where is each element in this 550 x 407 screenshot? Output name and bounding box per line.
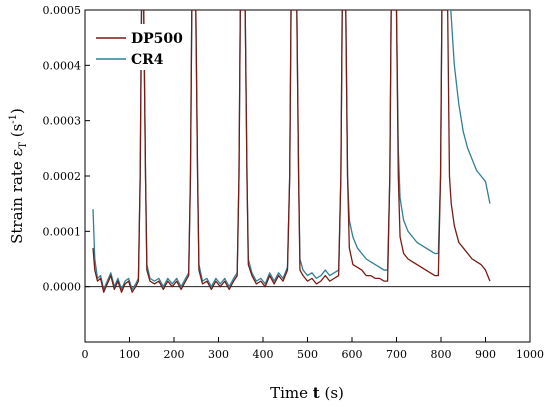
x-tick-label: 100 (119, 348, 140, 361)
x-tick-label: 300 (208, 348, 229, 361)
y-tick-label: 0.0002 (43, 170, 82, 183)
legend-label-dp500: DP500 (131, 31, 183, 47)
y-axis-ticks: 0.0000 0.0001 0.0002 0.0003 0.0004 0.0005 (43, 4, 90, 294)
series-line-dp500 (92, 10, 491, 293)
y-tick-label: 0.0005 (43, 4, 82, 17)
x-axis-ticks: 0 100 200 300 400 500 600 700 800 900 1000 (82, 337, 544, 361)
x-tick-label: 200 (164, 348, 185, 361)
x-tick-label: 600 (342, 348, 363, 361)
y-tick-label: 0.0004 (43, 59, 82, 72)
x-tick-label: 800 (431, 348, 452, 361)
x-axis-title: Time t (s) (270, 384, 344, 402)
legend: DP500 CR4 (92, 24, 188, 70)
legend-background (92, 24, 188, 70)
x-tick-label: 0 (82, 348, 89, 361)
legend-label-cr4: CR4 (131, 52, 164, 68)
series-layer (92, 10, 491, 293)
y-axis-title: Strain rate εT (s-1) (8, 108, 29, 244)
x-tick-label: 900 (475, 348, 496, 361)
y-tick-label: 0.0001 (43, 225, 82, 238)
x-tick-label: 700 (386, 348, 407, 361)
x-tick-label: 500 (297, 348, 318, 361)
y-tick-label: 0.0003 (43, 115, 82, 128)
x-tick-label: 400 (253, 348, 274, 361)
x-tick-label: 1000 (516, 348, 544, 361)
y-tick-label: 0.0000 (43, 281, 82, 294)
